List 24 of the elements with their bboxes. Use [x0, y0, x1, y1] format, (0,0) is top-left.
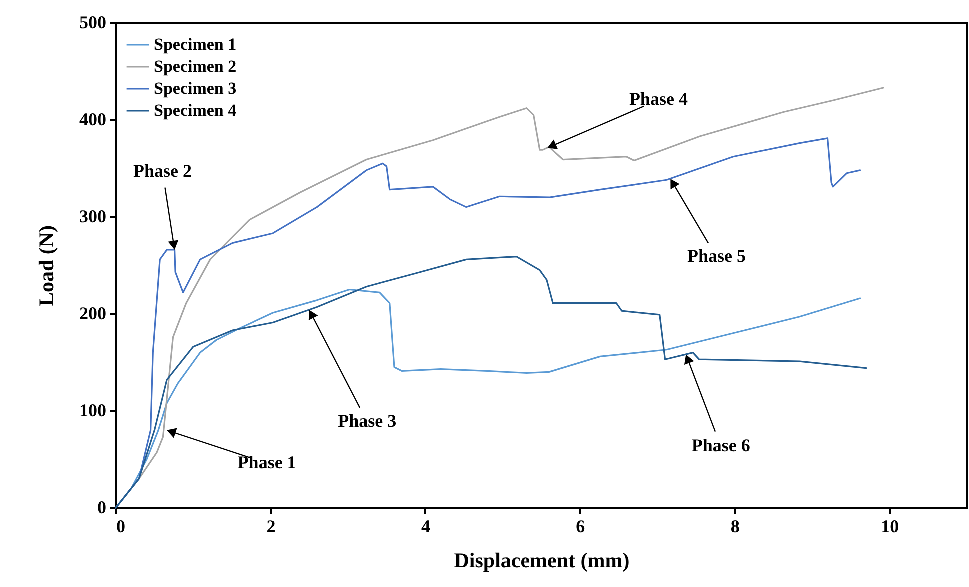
y-tick-label: 400 — [80, 110, 106, 130]
annotation: Phase 6 — [692, 436, 750, 456]
y-tick-label: 0 — [98, 498, 106, 518]
x-axis-title: Displacement (mm) — [454, 548, 630, 572]
x-tick-label: 10 — [881, 516, 900, 536]
x-tick-label: 2 — [266, 516, 276, 536]
y-tick-label: 200 — [80, 304, 106, 324]
legend-label: Specimen 2 — [154, 57, 237, 76]
annotation: Phase 4 — [629, 89, 688, 110]
annotation: Phase 1 — [238, 452, 296, 472]
y-tick-label: 300 — [80, 206, 106, 226]
x-tick-label: 0 — [116, 516, 126, 536]
legend-label: Specimen 3 — [154, 79, 237, 98]
legend-label: Specimen 4 — [154, 101, 238, 120]
y-tick-label: 500 — [80, 12, 106, 32]
annotation: Phase 3 — [338, 411, 397, 432]
x-tick-label: 6 — [576, 516, 586, 536]
legend-label: Specimen 1 — [154, 35, 237, 54]
y-axis-title: Load (N) — [34, 225, 58, 307]
x-tick-label: 4 — [421, 516, 430, 536]
x-tick-label: 8 — [730, 516, 740, 536]
annotation: Phase 2 — [134, 160, 192, 181]
y-tick-label: 100 — [80, 400, 106, 420]
annotation: Phase 5 — [687, 246, 746, 266]
